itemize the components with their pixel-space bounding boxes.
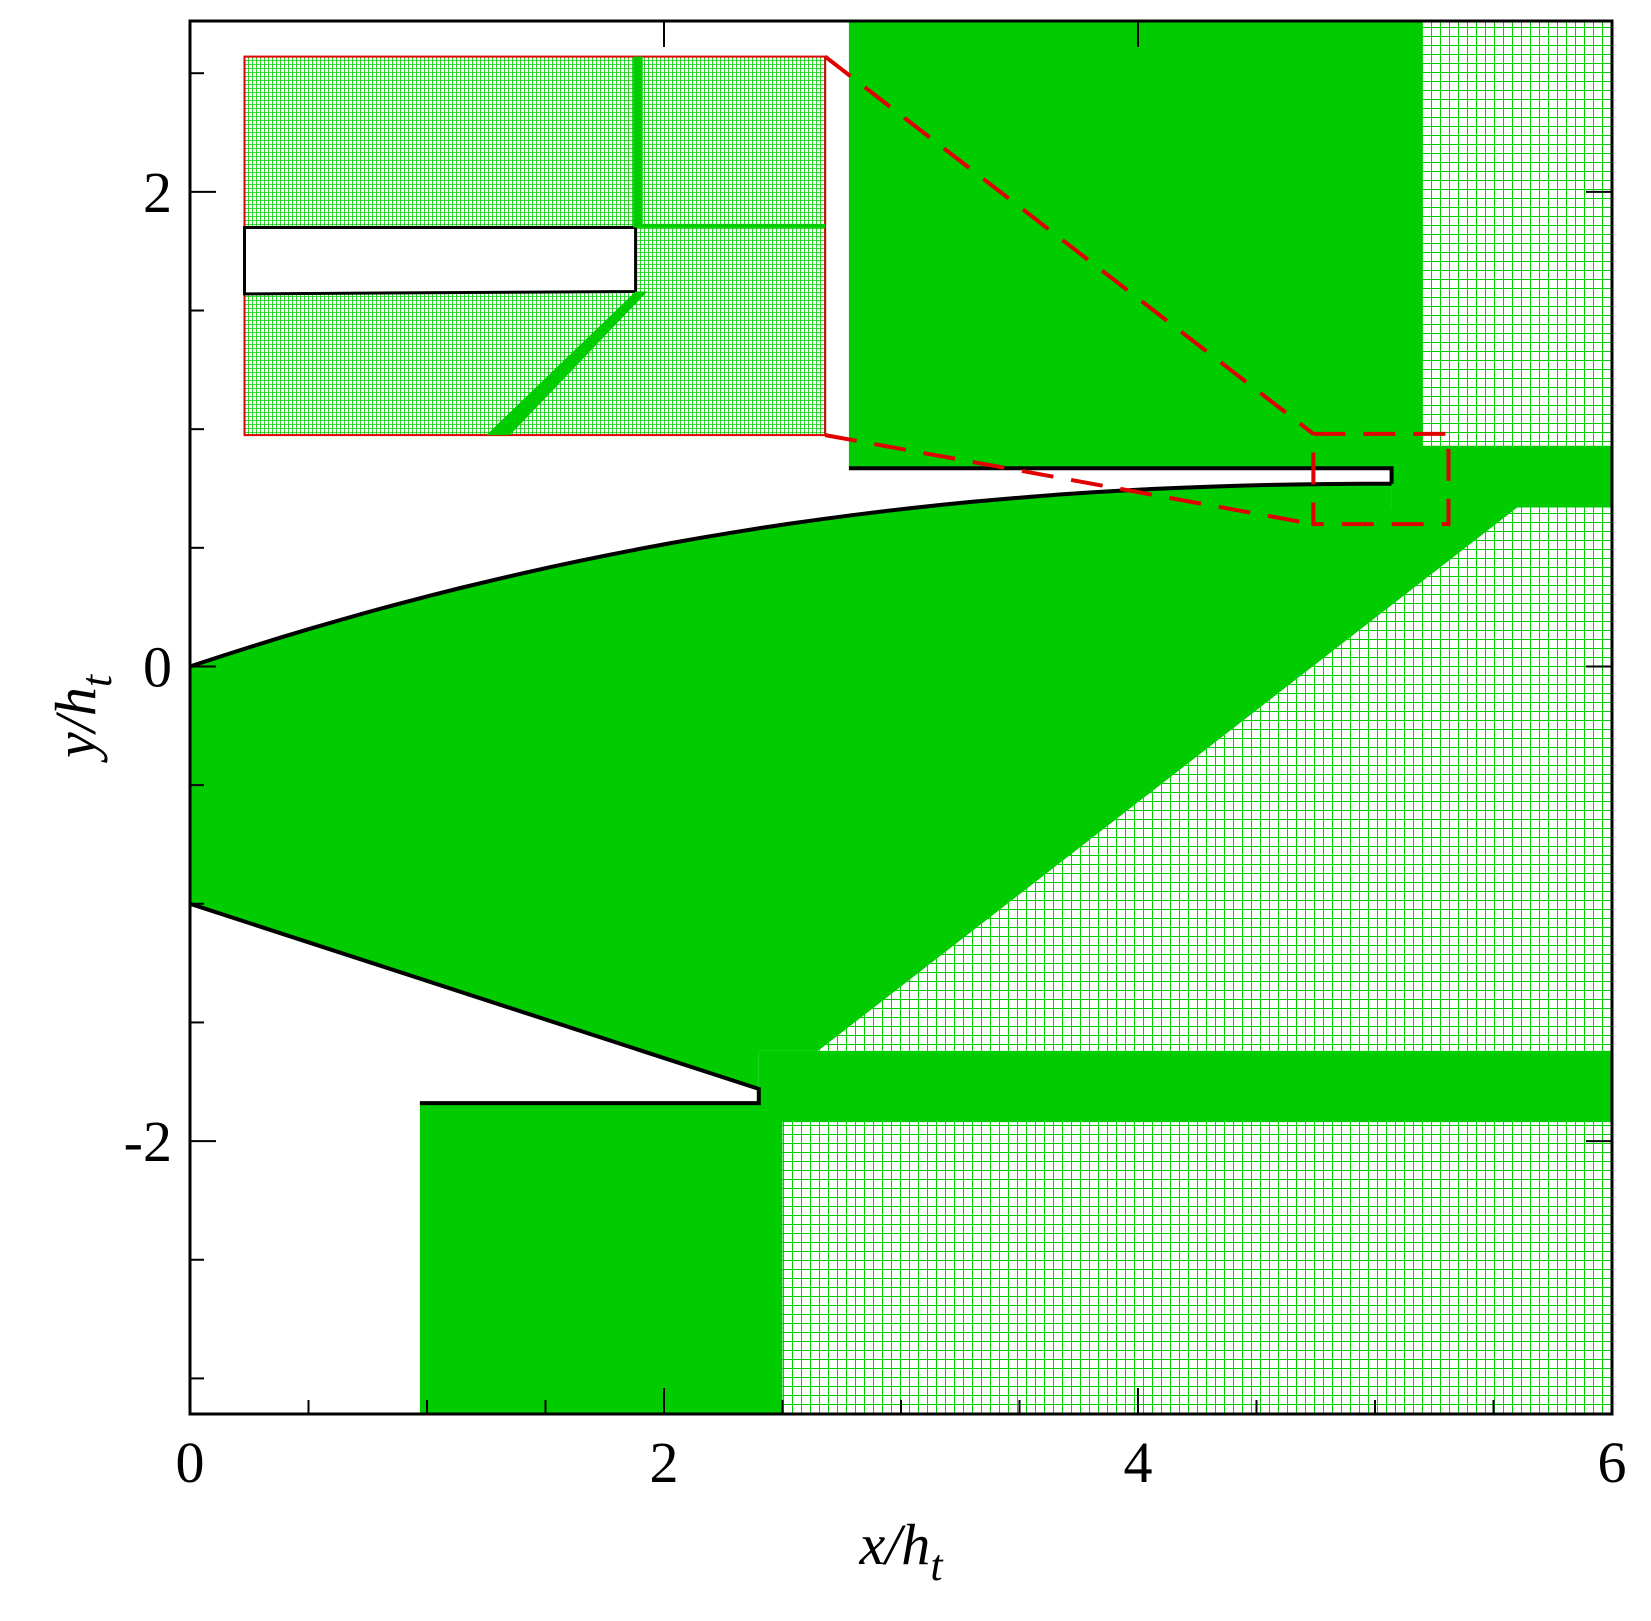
y-tick-label: -2 <box>124 1109 172 1174</box>
zoom-connector <box>824 433 1314 527</box>
x-axis-label-main: x/h <box>858 1512 930 1577</box>
x-tick-label: 2 <box>650 1430 679 1495</box>
wall <box>848 466 1394 484</box>
y-tick-label: 0 <box>143 634 172 699</box>
wall <box>190 481 1392 669</box>
x-tick-label: 4 <box>1124 1430 1153 1495</box>
zoom-connector <box>823 55 1315 436</box>
mesh <box>190 21 1612 1414</box>
inset-dense <box>633 56 643 228</box>
x-axis-label: x/ht <box>858 1512 944 1590</box>
inset-slot <box>243 226 638 296</box>
y-axis-label-main: y/h <box>43 687 108 763</box>
mesh-dense <box>758 1050 1612 1123</box>
x-axis-label-sub: t <box>930 1541 944 1590</box>
inset-dense <box>635 223 826 228</box>
mesh-dense <box>1391 445 1612 508</box>
x-tick-label: 0 <box>176 1430 205 1495</box>
mesh-dense <box>419 1103 783 1414</box>
y-axis-label: y/ht <box>43 673 121 763</box>
mesh-sparse <box>818 507 1612 1051</box>
y-tick-label: 2 <box>143 160 172 225</box>
inset-dense <box>486 291 648 436</box>
mesh-sparse <box>1422 21 1612 446</box>
mesh-sparse <box>782 1122 1612 1414</box>
mesh-dense <box>190 483 1518 1089</box>
zoom-box <box>1311 431 1451 527</box>
y-axis-label-sub: t <box>72 673 121 687</box>
mesh-dense <box>848 21 1423 468</box>
wall <box>190 901 761 1106</box>
x-tick-label: 6 <box>1598 1430 1627 1495</box>
